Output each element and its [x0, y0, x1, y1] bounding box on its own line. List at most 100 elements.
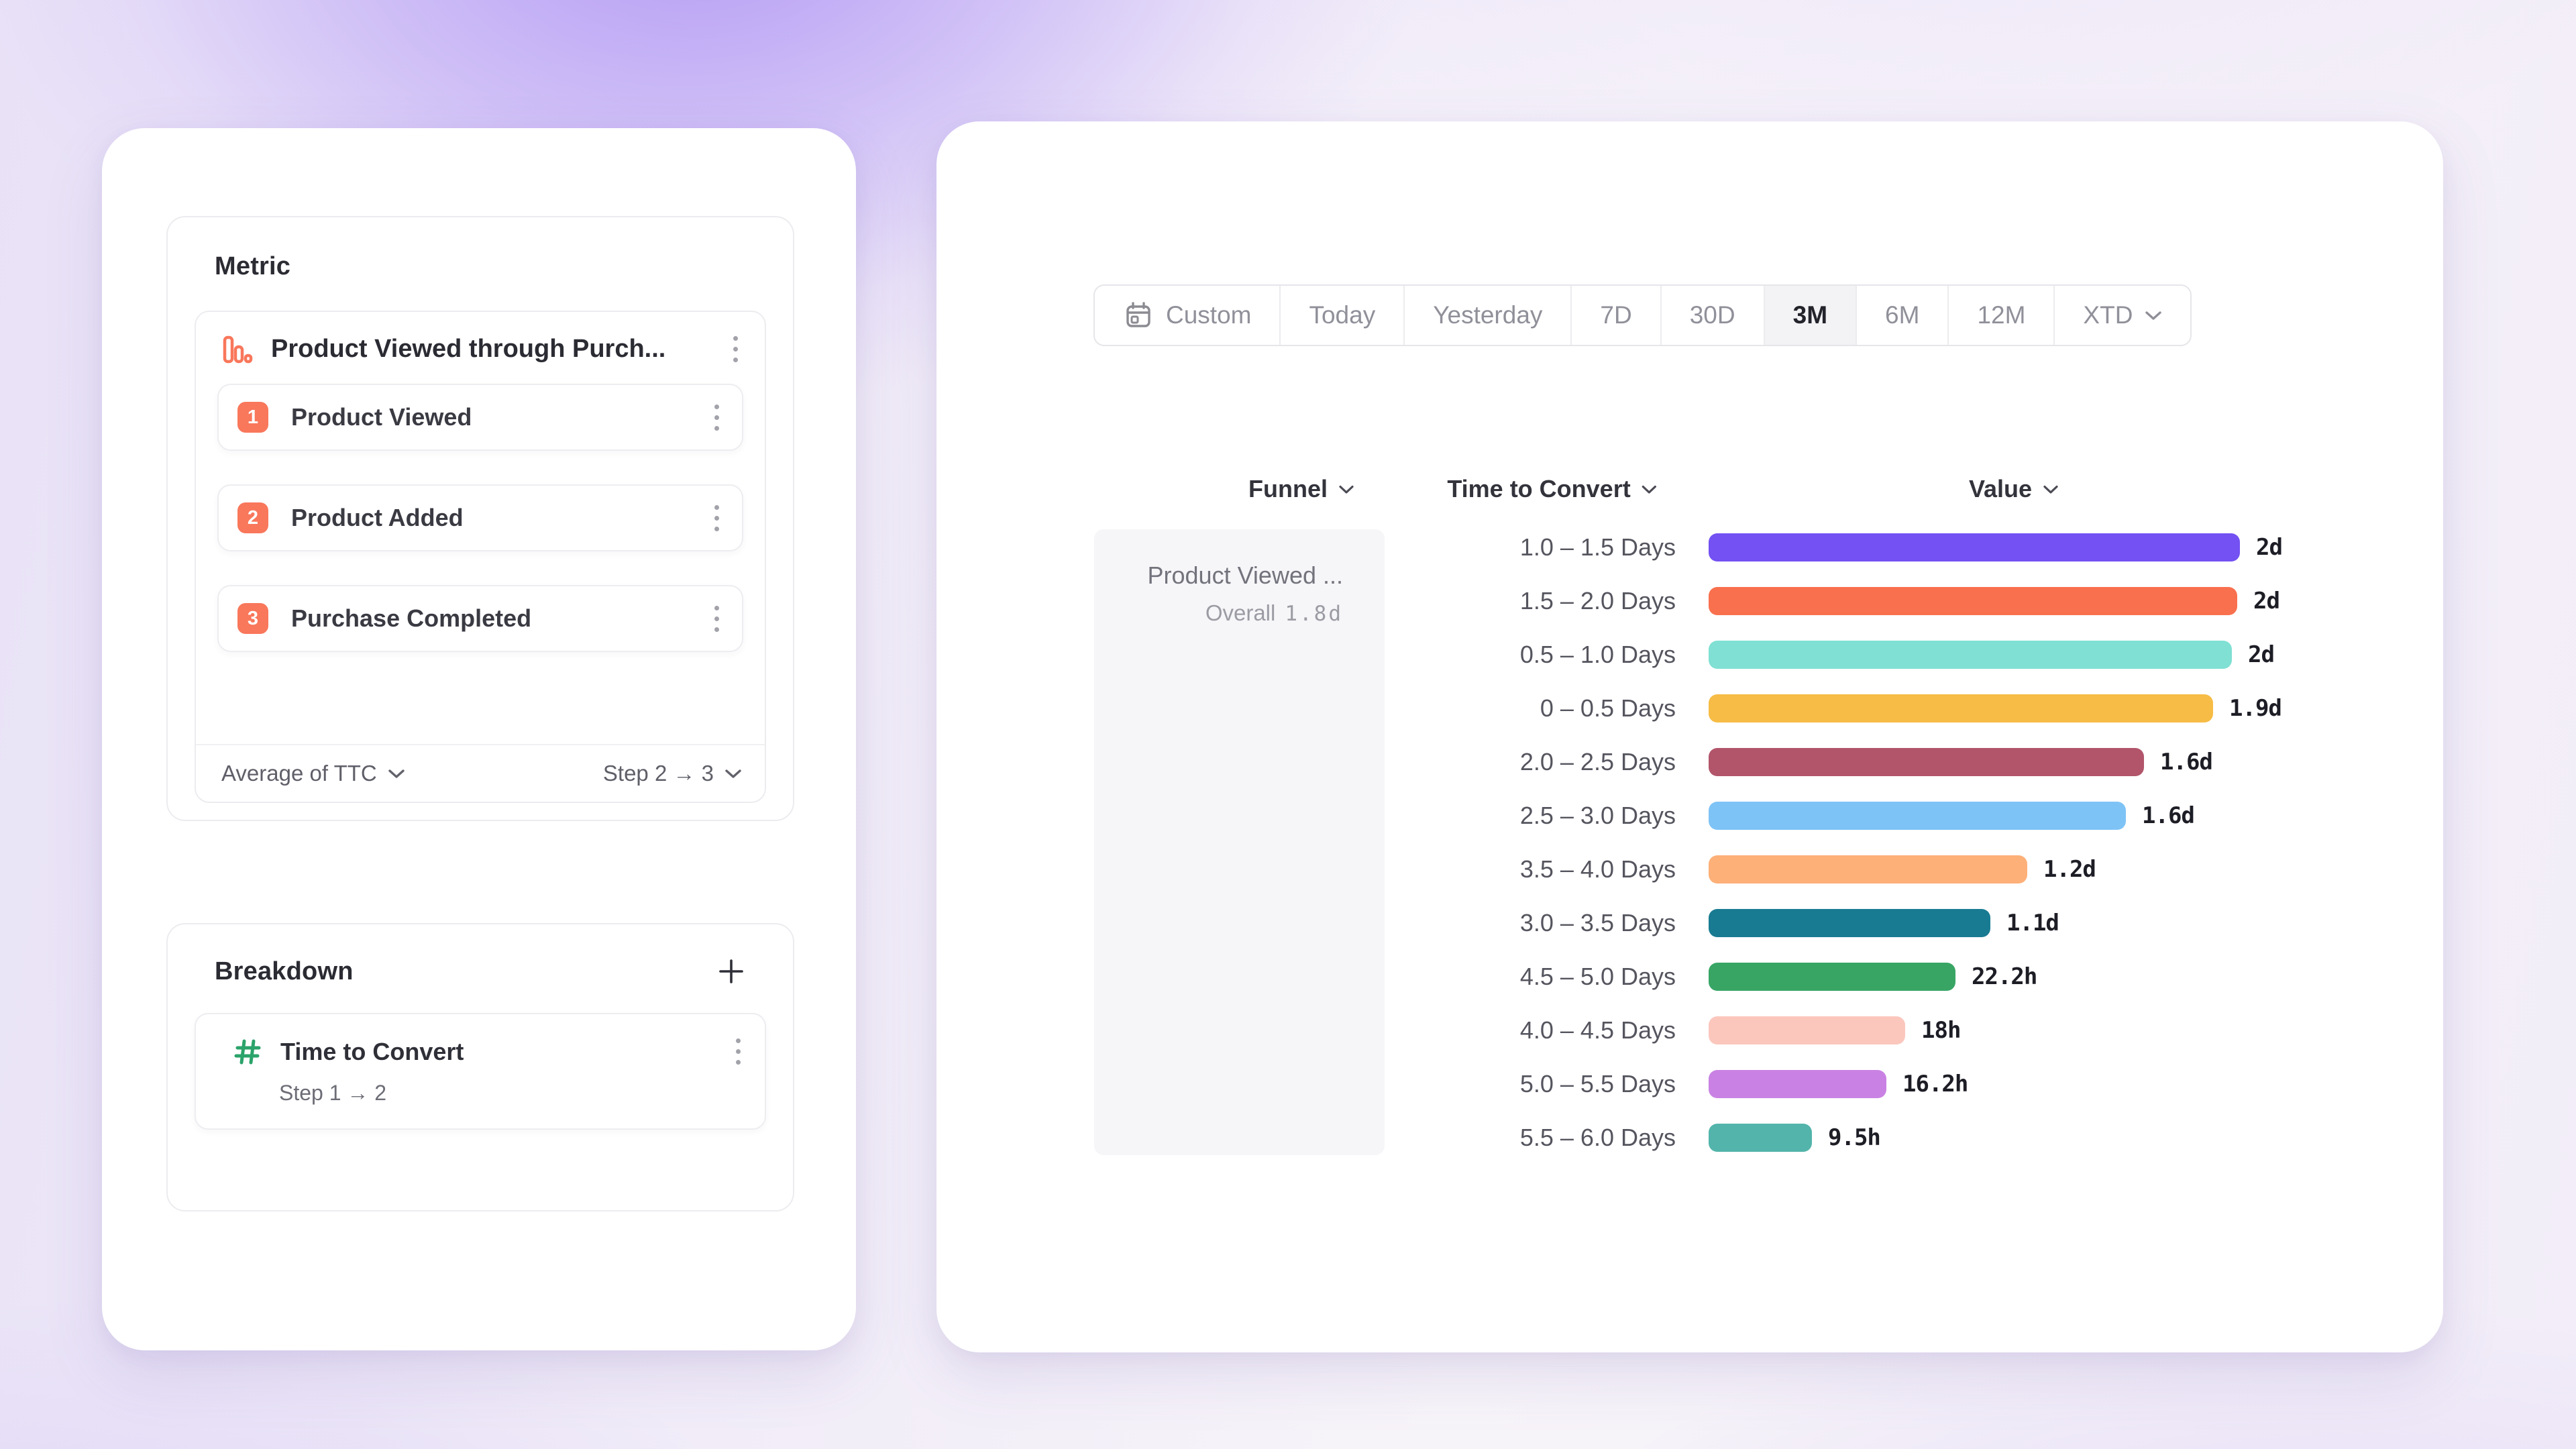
chart-row: 4.0 – 4.5 Days 18h	[1407, 1004, 2282, 1057]
funnel-step-row[interactable]: 2 Product Added	[217, 484, 743, 551]
measure-dropdown-label: Average of TTC	[221, 761, 377, 786]
date-option-today[interactable]: Today	[1281, 286, 1405, 345]
date-option-6m[interactable]: 6M	[1857, 286, 1949, 345]
ttc-bar-chart: 1.0 – 1.5 Days 2d 1.5 – 2.0 Days 2d 0.5 …	[1407, 521, 2283, 1165]
overall-value: 1.8d	[1285, 602, 1343, 626]
chart-row-range-label: 4.5 – 5.0 Days	[1519, 963, 1676, 990]
step-number-badge: 3	[237, 603, 268, 634]
chart-row-range-label: 3.5 – 4.0 Days	[1519, 855, 1676, 883]
column-header-value-label: Value	[1968, 475, 2033, 502]
date-option-12m[interactable]: 12M	[1949, 286, 2055, 345]
chart-row-range-label: 0.5 – 1.0 Days	[1519, 641, 1676, 668]
funnel-footer: Average of TTC Step 2 → 3	[196, 744, 765, 802]
breakdown-item[interactable]: Time to Convert Step 1 → 2	[195, 1013, 766, 1130]
date-range-control: Custom Today Yesterday 7D 30D 3M 6M 12M …	[1093, 284, 2192, 346]
chart-row-bar[interactable]	[1709, 694, 2213, 722]
date-option-30d[interactable]: 30D	[1662, 286, 1765, 345]
chart-row-bar[interactable]	[1709, 802, 2126, 830]
funnel-metric-title: Product Viewed through Purch...	[271, 335, 666, 363]
chart-row-bar[interactable]	[1709, 748, 2144, 776]
config-panel: Metric Product Viewed through Purch... 1…	[102, 128, 856, 1350]
chart-row-bar[interactable]	[1709, 963, 1955, 991]
step-event-label: Purchase Completed	[291, 604, 532, 632]
column-header-time-to-convert[interactable]: Time to Convert	[1447, 475, 1657, 503]
date-option-xtd[interactable]: XTD	[2055, 286, 2190, 345]
chart-row: 0 – 0.5 Days 1.9d	[1407, 682, 2282, 735]
number-property-icon	[232, 1036, 263, 1067]
chart-row-range-label: 0 – 0.5 Days	[1540, 694, 1676, 722]
plus-icon	[719, 959, 743, 983]
step-range-dropdown[interactable]: Step 2 → 3	[603, 761, 742, 786]
chart-row: 1.5 – 2.0 Days 2d	[1407, 574, 2282, 628]
chart-row-range-label: 2.0 – 2.5 Days	[1519, 748, 1676, 775]
step-event-label: Product Viewed	[291, 403, 472, 431]
metric-heading: Metric	[215, 252, 291, 280]
chart-row-value: 2d	[2253, 588, 2280, 614]
funnel-title-row[interactable]: Product Viewed through Purch...	[196, 312, 765, 378]
column-header-value[interactable]: Value	[1969, 475, 2059, 503]
chart-row-range-label: 5.5 – 6.0 Days	[1519, 1124, 1676, 1151]
measure-dropdown[interactable]: Average of TTC	[221, 761, 405, 786]
chart-row-bar[interactable]	[1709, 533, 2240, 561]
chart-row-range-label: 4.0 – 4.5 Days	[1519, 1016, 1676, 1044]
chart-row-bar[interactable]	[1709, 587, 2237, 615]
date-option-label: Yesterday	[1433, 301, 1543, 329]
chart-row-bar[interactable]	[1709, 1070, 1886, 1098]
chevron-down-icon	[725, 769, 741, 778]
chart-row-range-label: 3.0 – 3.5 Days	[1519, 909, 1676, 936]
funnel-step-row[interactable]: 1 Product Viewed	[217, 384, 743, 451]
chart-row-value: 9.5h	[1828, 1124, 1881, 1151]
chart-row-value: 1.9d	[2229, 695, 2282, 722]
funnel-step-row[interactable]: 3 Purchase Completed	[217, 585, 743, 652]
date-option-label: 6M	[1885, 301, 1920, 329]
overall-label: Overall	[1205, 600, 1276, 625]
funnel-group-overall: Overall 1.8d	[1108, 600, 1343, 626]
chart-row: 2.5 – 3.0 Days 1.6d	[1407, 789, 2282, 843]
chart-row-range-label: 2.5 – 3.0 Days	[1519, 802, 1676, 829]
date-option-3m[interactable]: 3M	[1764, 286, 1858, 345]
kebab-menu-icon[interactable]	[729, 332, 742, 366]
chart-row-bar[interactable]	[1709, 1016, 1905, 1044]
kebab-menu-icon[interactable]	[732, 1034, 745, 1069]
funnel-group-title: Product Viewed ...	[1147, 561, 1344, 589]
date-option-7d[interactable]: 7D	[1572, 286, 1662, 345]
date-option-label: 3M	[1792, 301, 1828, 329]
chart-row-bar[interactable]	[1709, 641, 2232, 669]
chart-row-bar[interactable]	[1709, 855, 2027, 883]
chart-row-value: 2d	[2256, 534, 2283, 561]
chart-row: 5.0 – 5.5 Days 16.2h	[1407, 1057, 2282, 1111]
column-header-funnel[interactable]: Funnel	[1248, 475, 1354, 503]
kebab-menu-icon[interactable]	[710, 602, 723, 636]
chart-row-bar[interactable]	[1709, 909, 1990, 937]
results-panel: Custom Today Yesterday 7D 30D 3M 6M 12M …	[936, 121, 2443, 1352]
date-option-label: Custom	[1166, 301, 1252, 329]
chevron-down-icon	[2043, 485, 2058, 494]
chart-row: 3.0 – 3.5 Days 1.1d	[1407, 896, 2282, 950]
kebab-menu-icon[interactable]	[710, 400, 723, 435]
funnel-steps-list: 1 Product Viewed 2 Product Added 3 Purch…	[196, 378, 765, 652]
step-event-label: Product Added	[291, 504, 464, 531]
chevron-down-icon	[1339, 485, 1354, 494]
column-header-funnel-label: Funnel	[1248, 475, 1328, 502]
date-option-yesterday[interactable]: Yesterday	[1405, 286, 1572, 345]
chart-row-value: 16.2h	[1902, 1071, 1968, 1097]
chart-row: 0.5 – 1.0 Days 2d	[1407, 628, 2282, 682]
metric-section: Metric Product Viewed through Purch... 1…	[166, 216, 794, 821]
date-option-label: 12M	[1977, 301, 2026, 329]
breakdown-heading: Breakdown	[215, 957, 354, 985]
breakdown-section: Breakdown Time to Convert Step 1 → 2	[166, 923, 794, 1212]
funnel-chart-icon	[220, 333, 254, 366]
chart-row-value: 1.2d	[2043, 856, 2096, 883]
kebab-menu-icon[interactable]	[710, 501, 723, 535]
chart-row: 4.5 – 5.0 Days 22.2h	[1407, 950, 2282, 1004]
date-option-label: XTD	[2083, 301, 2133, 329]
chart-row-range-label: 5.0 – 5.5 Days	[1519, 1070, 1676, 1097]
funnel-metric-card: Product Viewed through Purch... 1 Produc…	[195, 311, 766, 803]
step-number-badge: 1	[237, 402, 268, 433]
funnel-group-cell[interactable]: Product Viewed ... Overall 1.8d	[1094, 529, 1385, 1155]
add-breakdown-button[interactable]	[716, 957, 746, 986]
date-option-custom[interactable]: Custom	[1095, 286, 1281, 345]
date-option-label: Today	[1309, 301, 1376, 329]
chart-row-bar[interactable]	[1709, 1124, 1812, 1152]
chart-row-value: 1.6d	[2142, 802, 2195, 829]
